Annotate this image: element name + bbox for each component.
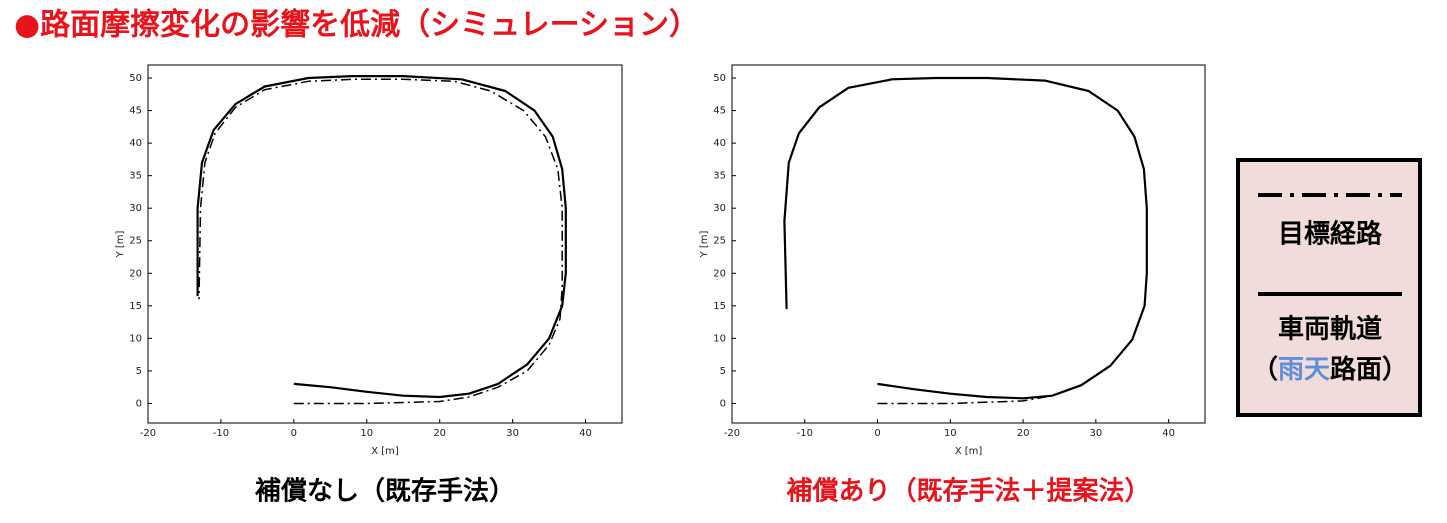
y-tick-label: 40 <box>713 138 726 149</box>
x-axis-label: X [m] <box>955 446 983 457</box>
y-tick-label: 25 <box>129 236 142 247</box>
y-tick-label: 15 <box>713 301 726 312</box>
y-tick-label: 20 <box>129 268 142 279</box>
x-tick-label: 20 <box>1017 428 1030 439</box>
y-tick-label: 35 <box>713 171 726 182</box>
series-line <box>783 77 1148 405</box>
y-tick-label: 25 <box>713 236 726 247</box>
y-tick-label: 5 <box>136 366 142 377</box>
series-line <box>198 78 563 405</box>
legend-condition: （雨天路面） <box>1252 354 1408 385</box>
plot-frame <box>147 64 623 424</box>
x-tick-label: 0 <box>874 428 880 439</box>
x-tick-label: 10 <box>944 428 957 439</box>
x-tick-label: -20 <box>140 428 156 439</box>
legend-trajectory: 車両軌道 <box>1278 314 1382 345</box>
y-tick-label: 15 <box>129 301 142 312</box>
x-tick-label: -10 <box>213 428 229 439</box>
y-tick-label: 5 <box>720 366 726 377</box>
legend-box <box>1236 158 1422 417</box>
legend-condition-highlight: 雨天 <box>1278 355 1330 385</box>
x-tick-label: -10 <box>797 428 813 439</box>
legend-condition-part: 路面） <box>1330 354 1408 385</box>
y-tick-label: 45 <box>129 106 142 117</box>
x-tick-label: 10 <box>360 428 373 439</box>
x-axis-label: X [m] <box>371 446 399 457</box>
x-tick-label: -20 <box>724 428 740 439</box>
y-tick-label: 0 <box>136 398 142 409</box>
x-tick-label: 40 <box>579 428 592 439</box>
y-axis-label: Y [m] <box>115 230 126 258</box>
y-tick-label: 50 <box>129 73 142 84</box>
chart-caption: 補償なし（既存手法） <box>254 477 515 507</box>
y-tick-label: 30 <box>713 203 726 214</box>
slide-title: ●路面摩擦変化の影響を低減（シミュレーション） <box>14 8 699 43</box>
y-tick-label: 30 <box>129 203 142 214</box>
legend-target: 目標経路 <box>1278 219 1383 250</box>
y-tick-label: 0 <box>720 398 726 409</box>
series-line <box>196 75 567 399</box>
y-tick-label: 35 <box>129 171 142 182</box>
chart-caption: 補償あり（既存手法＋提案法） <box>785 476 1150 507</box>
x-tick-label: 40 <box>1162 428 1175 439</box>
y-tick-label: 20 <box>713 268 726 279</box>
series-line <box>783 76 1148 400</box>
y-tick-label: 45 <box>713 106 726 117</box>
x-tick-label: 20 <box>433 428 446 439</box>
x-tick-label: 30 <box>1089 428 1102 439</box>
y-tick-label: 40 <box>129 138 142 149</box>
x-tick-label: 0 <box>291 428 297 439</box>
y-tick-label: 50 <box>713 73 726 84</box>
y-axis-label: Y [m] <box>699 230 710 258</box>
x-tick-label: 30 <box>506 428 519 439</box>
y-tick-label: 10 <box>129 333 142 344</box>
y-tick-label: 10 <box>713 333 726 344</box>
legend-condition-part: （ <box>1252 355 1278 385</box>
plot-frame <box>731 64 1206 424</box>
